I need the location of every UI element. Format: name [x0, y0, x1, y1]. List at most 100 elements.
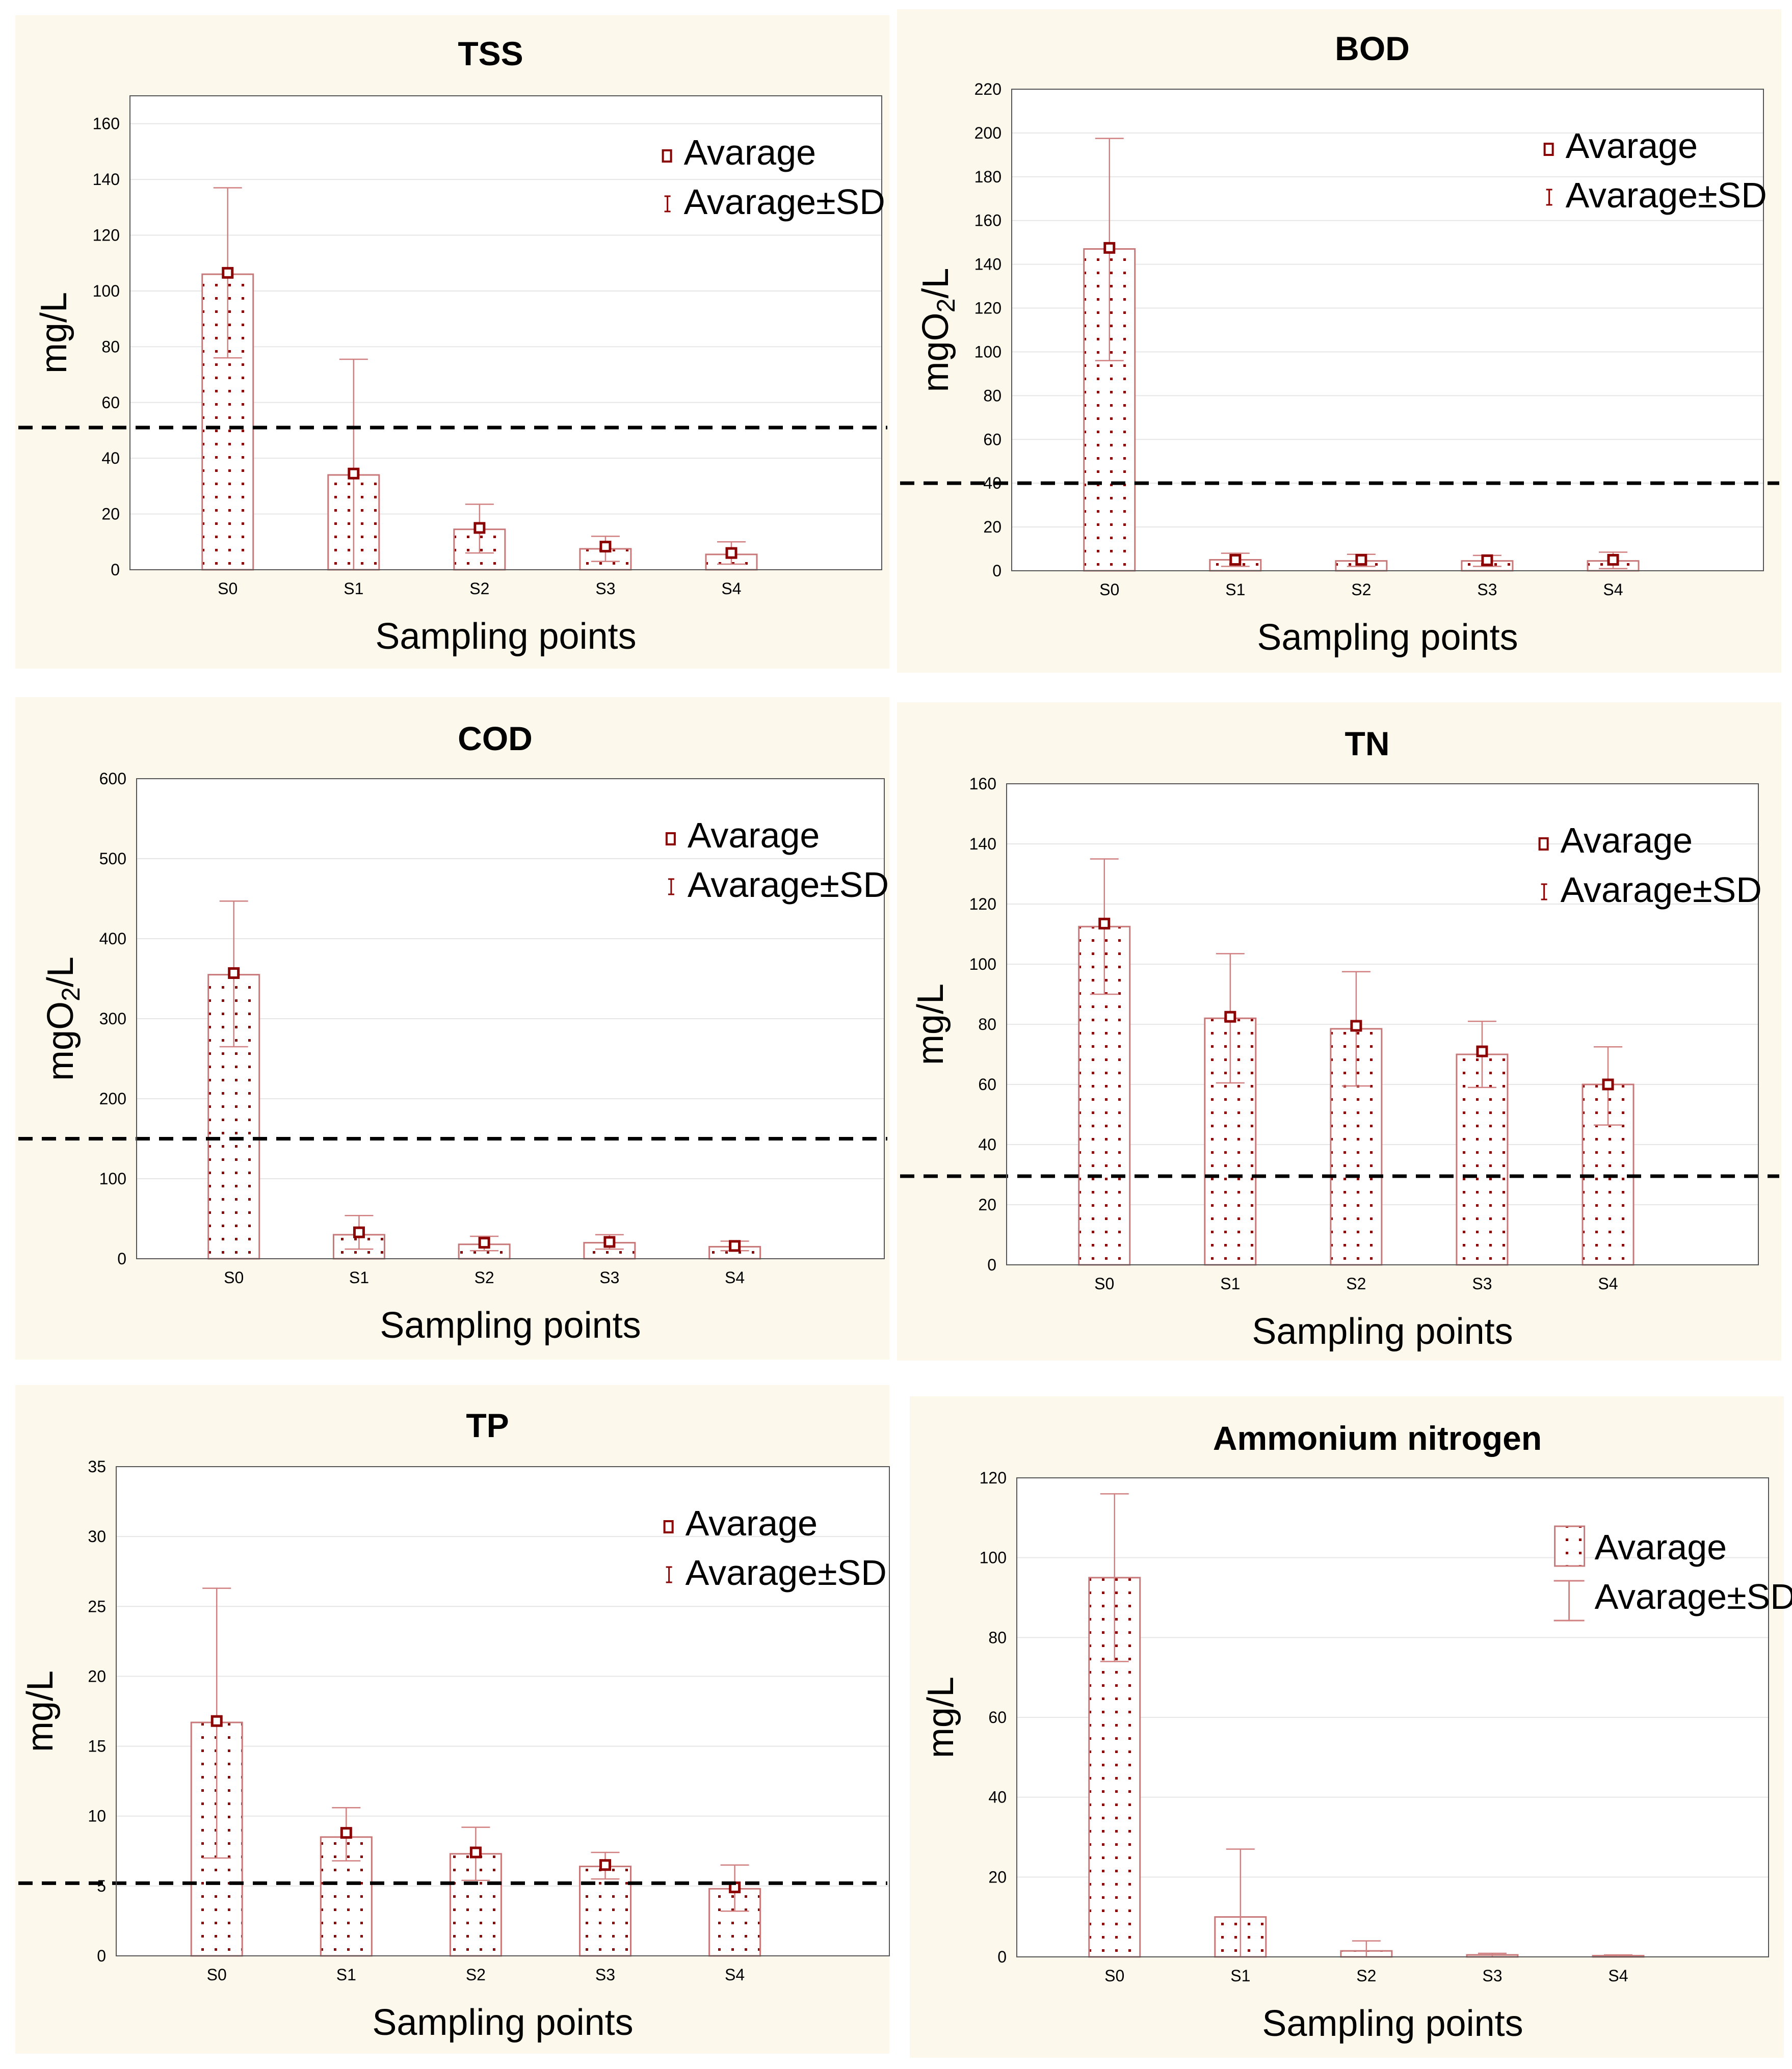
avg-marker-s2	[1350, 1020, 1362, 1032]
plot-frame	[116, 1466, 890, 1956]
y-tick-label: 40	[988, 1788, 1007, 1807]
x-axis-title: Sampling points	[1262, 2003, 1523, 2044]
y-tick-label: 20	[988, 1868, 1007, 1886]
x-tick-label: S1	[1225, 580, 1245, 599]
plot-frame	[1016, 1477, 1769, 1957]
bar-s3	[579, 1865, 632, 1957]
plot-frame	[129, 95, 882, 570]
y-tick-label: 200	[974, 124, 1002, 142]
legend: Avarage Avarage±SD	[1543, 126, 1767, 215]
plot-area	[116, 1467, 889, 1956]
avg-marker-s3	[1476, 1045, 1488, 1057]
x-tick-label: S2	[1356, 1967, 1376, 1985]
avg-marker-s0	[210, 1715, 223, 1727]
chart-panel-tss: 0 20 40 60 80 100 120 140 160 S0 S1 S2 S3 S4 TSS Sampli…	[15, 15, 889, 669]
y-tick-label: 0	[992, 562, 1002, 580]
y-tick-label: 20	[88, 1667, 106, 1685]
legend: Avarage Avarage±SD	[662, 132, 885, 222]
legend-label: Avarage	[686, 1503, 818, 1543]
plot-area	[1012, 89, 1763, 571]
y-tick-label: 60	[978, 1075, 996, 1094]
plot-frame	[136, 778, 885, 1259]
legend-swatch-avg	[1543, 143, 1554, 156]
x-tick-label: S0	[224, 1268, 244, 1287]
y-tick-label: 80	[983, 386, 1002, 405]
chart-panel-ammonium-nitrogen: 0 20 40 60 80 100 120 S0 S1 S2 S3 S4 Ammonium nitrog…	[910, 1396, 1792, 2058]
y-tick-label: 10	[88, 1807, 106, 1825]
y-tick-label: 200	[99, 1090, 126, 1108]
chart-panel-tp: 0 5 10 15 20 25 30 35 S0 S1 S2 S3 S4 TP Sampling point…	[15, 1385, 890, 2054]
x-tick-label: S2	[1351, 580, 1371, 599]
legend-swatch-avg	[1554, 1525, 1586, 1567]
x-tick-label: S2	[469, 579, 489, 598]
legend-label: Avarage±SD	[1561, 870, 1762, 910]
x-axis-title: Sampling points	[372, 2002, 633, 2043]
avg-marker-s0	[228, 967, 240, 979]
avg-marker-s3	[603, 1236, 616, 1248]
x-tick-label: S4	[1608, 1967, 1628, 1985]
y-axis-title: mg/L	[34, 292, 74, 374]
y-tick-label: 25	[88, 1597, 106, 1615]
y-tick-label: 100	[93, 282, 120, 300]
y-tick-label: 80	[978, 1015, 996, 1033]
legend-label: Avarage±SD	[684, 182, 885, 222]
y-tick-label: 100	[974, 342, 1002, 361]
x-tick-label: S4	[721, 579, 741, 598]
x-axis-title: Sampling points	[380, 1305, 641, 1346]
x-axis-title: Sampling points	[1252, 1311, 1513, 1352]
x-tick-label: S2	[1346, 1275, 1366, 1293]
chart-title: BOD	[1335, 30, 1410, 67]
avg-marker-s0	[222, 267, 234, 279]
y-tick-label: 80	[988, 1628, 1007, 1647]
y-tick-label: 30	[88, 1527, 106, 1546]
legend-label: Avarage	[688, 815, 820, 855]
y-tick-label: 5	[97, 1877, 106, 1895]
y-axis-title: mg/L	[20, 1670, 61, 1752]
avg-marker-s3	[1481, 554, 1493, 566]
plot-frame	[1011, 89, 1764, 571]
y-tick-label: 400	[99, 930, 126, 948]
chart-panel-tn: 0 20 40 60 80 100 120 140 160 S0 S1 S2 S3 S4 TN Samplin…	[897, 702, 1781, 1361]
y-tick-label: 60	[983, 430, 1002, 448]
x-axis-title: Sampling points	[375, 616, 636, 657]
legend: Avarage Avarage±SD	[1553, 1525, 1792, 1622]
x-tick-label: S3	[1482, 1967, 1502, 1985]
x-tick-label: S4	[725, 1966, 745, 1984]
y-tick-label: 120	[974, 299, 1002, 317]
avg-marker-s3	[599, 1859, 612, 1871]
y-tick-label: 80	[101, 337, 120, 356]
y-tick-label: 100	[969, 955, 996, 973]
x-tick-label: S1	[336, 1966, 356, 1984]
avg-marker-s2	[478, 1237, 490, 1249]
avg-marker-s4	[1607, 554, 1619, 566]
x-tick-label: S2	[466, 1966, 486, 1984]
y-tick-label: 20	[983, 518, 1002, 536]
y-tick-label: 100	[980, 1549, 1007, 1567]
legend: Avarage Avarage±SD	[665, 815, 889, 905]
x-tick-label: S1	[1230, 1967, 1250, 1985]
y-axis-title: mg/L	[920, 1677, 961, 1758]
chart-title: TP	[466, 1407, 509, 1444]
x-tick-label: S3	[599, 1268, 619, 1287]
y-tick-label: 160	[974, 211, 1002, 230]
y-tick-label: 220	[974, 80, 1002, 98]
y-tick-label: 600	[99, 770, 126, 788]
y-tick-label: 40	[101, 449, 120, 467]
legend-swatch-avg	[1538, 837, 1549, 851]
y-tick-label: 100	[99, 1170, 126, 1188]
avg-marker-s3	[599, 541, 612, 553]
chart-title: TSS	[458, 35, 523, 72]
y-tick-label: 140	[93, 170, 120, 189]
x-tick-label: S1	[1220, 1275, 1240, 1293]
x-tick-label: S4	[725, 1268, 745, 1287]
chart-svg: 0 20 40 60 80 100 120 140 160 S0 S1 S2 S3 S4 TSS Sampli…	[18, 35, 887, 657]
avg-marker-s1	[1229, 554, 1242, 566]
y-tick-label: 0	[117, 1250, 126, 1268]
avg-marker-s4	[729, 1240, 741, 1252]
y-tick-label: 0	[111, 561, 120, 579]
x-tick-label: S3	[595, 579, 615, 598]
x-tick-label: S1	[349, 1268, 369, 1287]
y-tick-label: 160	[969, 775, 996, 793]
y-tick-label: 0	[97, 1947, 106, 1965]
x-tick-label: S4	[1598, 1275, 1618, 1293]
